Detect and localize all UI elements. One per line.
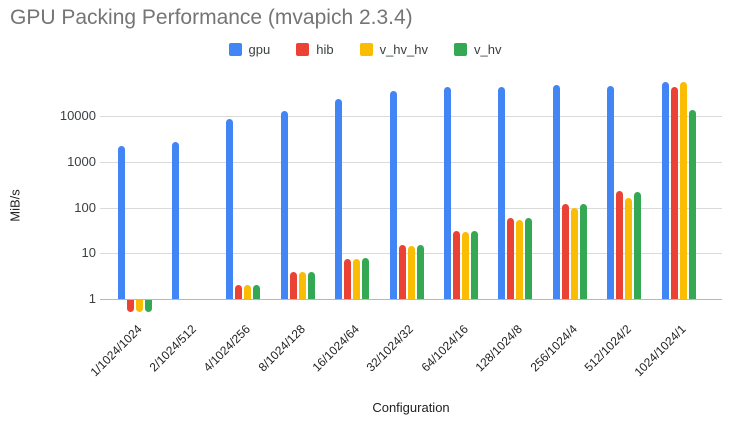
bar-gpu-2/1024/512[interactable] [171, 142, 179, 299]
legend-swatch-icon [454, 43, 467, 56]
x-tick-label-1024/1024/1: 1024/1024/1 [631, 322, 689, 380]
x-tick-label-32/1024/32: 32/1024/32 [364, 322, 417, 375]
gridline-1 [100, 299, 722, 300]
bar-gpu-1024/1024/1[interactable] [661, 82, 669, 299]
x-tick-label-128/1024/8: 128/1024/8 [472, 322, 526, 375]
bar-v_hv-64/1024/16[interactable] [470, 230, 478, 299]
bar-v_hv-4/1024/256[interactable] [253, 285, 261, 299]
bar-v_hv_hv-512/1024/2[interactable] [625, 197, 633, 299]
legend-swatch-icon [228, 43, 242, 56]
bar-v_hv-1/1024/1024[interactable] [144, 300, 152, 312]
bar-gpu-32/1024/32[interactable] [389, 91, 397, 299]
legend-item-v_hv[interactable]: v_hv [454, 42, 501, 57]
x-tick-label-8/1024/128: 8/1024/128 [255, 322, 308, 375]
bar-v_hv-128/1024/8[interactable] [525, 217, 533, 299]
bar-hib-128/1024/8[interactable] [507, 217, 515, 299]
bar-hib-1024/1024/1[interactable] [670, 87, 678, 299]
bar-v_hv-8/1024/128[interactable] [307, 271, 315, 299]
bar-hib-4/1024/256[interactable] [235, 285, 243, 299]
x-axis-title: Configuration [372, 400, 450, 415]
y-tick-label-1000: 1000 [67, 153, 96, 169]
gridline-1000 [100, 161, 722, 163]
legend-label: gpu [248, 42, 271, 57]
bar-gpu-128/1024/8[interactable] [498, 86, 506, 299]
bar-v_hv_hv-8/1024/128[interactable] [298, 272, 306, 299]
bar-v_hv-1024/1024/1[interactable] [688, 110, 696, 299]
bar-hib-256/1024/4[interactable] [561, 203, 569, 299]
x-tick-label-512/1024/2: 512/1024/2 [581, 322, 635, 375]
bar-gpu-512/1024/2[interactable] [607, 86, 615, 299]
bar-hib-1/1024/1024[interactable] [126, 300, 134, 312]
bar-v_hv_hv-16/1024/64[interactable] [353, 258, 361, 299]
x-tick-label-64/1024/16: 64/1024/16 [418, 322, 471, 375]
x-tick-label-2/1024/512: 2/1024/512 [146, 322, 199, 375]
bar-hib-512/1024/2[interactable] [616, 190, 624, 299]
bar-hib-16/1024/64[interactable] [344, 258, 352, 299]
bar-hib-8/1024/128[interactable] [289, 272, 297, 299]
gridline-100 [100, 207, 722, 209]
x-tick-label-1/1024/1024: 1/1024/1024 [87, 322, 145, 380]
bar-v_hv_hv-1/1024/1024[interactable] [135, 300, 143, 312]
chart-title: GPU Packing Performance (mvapich 2.3.4) [10, 6, 413, 29]
bar-v_hv-256/1024/4[interactable] [579, 203, 587, 299]
y-tick-label-10000: 10000 [59, 108, 96, 123]
legend-item-gpu[interactable]: gpu [228, 42, 271, 57]
bar-gpu-64/1024/16[interactable] [443, 87, 451, 299]
y-tick-label-1: 1 [88, 291, 96, 306]
legend-swatch-icon [359, 43, 373, 56]
gridline-10000 [100, 116, 722, 117]
y-tick-label-10: 10 [81, 245, 96, 261]
legend-label: v_hv [474, 42, 502, 57]
legend-item-v_hv_hv[interactable]: v_hv_hv [359, 42, 428, 57]
bar-gpu-1/1024/1024[interactable] [117, 146, 125, 299]
bar-v_hv_hv-1024/1024/1[interactable] [679, 82, 687, 299]
legend-swatch-icon [296, 43, 310, 56]
legend: gpu hib v_hv_hv v_hv [0, 42, 730, 57]
bar-v_hv-16/1024/64[interactable] [362, 258, 370, 299]
x-tick-label-4/1024/256: 4/1024/256 [200, 322, 254, 375]
legend-label: hib [316, 42, 334, 57]
y-axis-title: MiB/s [7, 189, 23, 222]
bar-v_hv-32/1024/32[interactable] [416, 244, 424, 299]
legend-item-hib[interactable]: hib [296, 42, 334, 57]
bar-gpu-16/1024/64[interactable] [335, 98, 343, 299]
bar-v_hv_hv-128/1024/8[interactable] [516, 220, 524, 299]
legend-label: v_hv_hv [379, 42, 428, 57]
bar-v_hv-512/1024/2[interactable] [634, 191, 642, 299]
y-tick-label-100: 100 [74, 199, 96, 215]
bar-gpu-4/1024/256[interactable] [226, 119, 234, 299]
x-tick-label-16/1024/64: 16/1024/64 [309, 322, 363, 375]
bar-hib-32/1024/32[interactable] [398, 245, 406, 299]
bar-hib-64/1024/16[interactable] [452, 231, 460, 299]
bar-gpu-8/1024/128[interactable] [280, 110, 288, 299]
x-tick-label-256/1024/4: 256/1024/4 [527, 322, 580, 375]
bar-v_hv_hv-64/1024/16[interactable] [461, 232, 469, 299]
bar-v_hv_hv-32/1024/32[interactable] [407, 245, 415, 299]
bar-v_hv_hv-256/1024/4[interactable] [570, 207, 578, 299]
bar-v_hv_hv-4/1024/256[interactable] [244, 285, 252, 299]
bar-gpu-256/1024/4[interactable] [552, 84, 560, 299]
